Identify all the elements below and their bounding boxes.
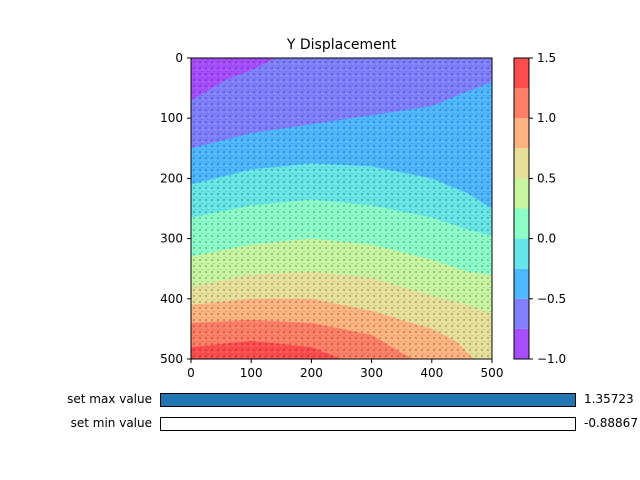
colorbar-segment: [514, 268, 529, 299]
colorbar-segment: [514, 298, 529, 329]
max-slider-value: 1.35723: [584, 392, 634, 406]
x-tick-label: 0: [187, 366, 195, 380]
colorbar-segment: [514, 328, 529, 359]
colorbar: [514, 58, 529, 359]
colorbar-frame: [513, 57, 530, 360]
min-slider-value: -0.88867: [584, 416, 638, 430]
colorbar-tick-label: 0.0: [537, 232, 556, 246]
min-value-slider-row: set min value -0.88867: [0, 416, 640, 432]
colorbar-tick-label: 1.0: [537, 111, 556, 125]
x-tick-label: 400: [420, 366, 443, 380]
x-tick-label: 300: [360, 366, 383, 380]
max-slider-fill[interactable]: [161, 394, 575, 406]
chart-title: Y Displacement: [286, 37, 397, 53]
max-slider-label: set max value: [67, 392, 152, 406]
min-slider-label: set min value: [70, 416, 152, 430]
colorbar-tick-label: −1.0: [537, 352, 566, 366]
colorbar-segment: [514, 178, 529, 209]
colorbar-tick-label: −0.5: [537, 292, 566, 306]
y-tick-label: 500: [160, 352, 183, 366]
x-tick-label: 100: [240, 366, 263, 380]
max-value-slider[interactable]: [160, 393, 576, 407]
max-value-slider-row: set max value 1.35723: [0, 392, 640, 408]
y-tick-label: 100: [160, 111, 183, 125]
colorbar-segment: [514, 238, 529, 269]
colorbar-segment: [514, 148, 529, 179]
min-value-slider[interactable]: [160, 417, 576, 431]
y-tick-label: 200: [160, 171, 183, 185]
colorbar-tick-label: 1.5: [537, 51, 556, 65]
y-tick-label: 0: [175, 51, 183, 65]
colorbar-segment: [514, 118, 529, 149]
y-tick-label: 400: [160, 292, 183, 306]
x-tick-label: 500: [481, 366, 504, 380]
x-axis: 0 100 200 300 400 500: [187, 359, 503, 380]
colorbar-segment: [514, 208, 529, 239]
colorbar-segment: [514, 58, 529, 89]
y-tick-label: 300: [160, 232, 183, 246]
plot-frame: [190, 57, 493, 360]
point-overlay: [191, 58, 492, 359]
colorbar-tick-label: 0.5: [537, 171, 556, 185]
colorbar-segment: [514, 88, 529, 119]
x-tick-label: 200: [300, 366, 323, 380]
y-axis: 0 100 200 300 400 500: [160, 51, 191, 366]
colorbar-axis: 1.5 1.0 0.5 0.0 −0.5 −1.0: [529, 51, 566, 366]
